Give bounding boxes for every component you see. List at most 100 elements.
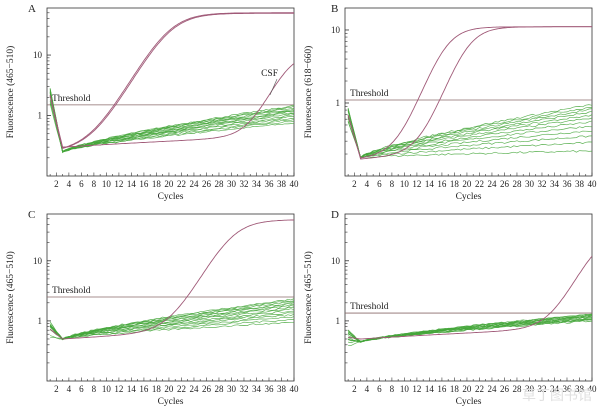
- threshold-label: Threshold: [52, 94, 91, 104]
- y-axis-title: Fluorescence (618−660): [303, 46, 314, 139]
- y-tick-label: 1: [336, 316, 341, 326]
- x-tick-label: 36: [264, 179, 274, 189]
- x-tick-label: 26: [500, 179, 510, 189]
- baseline-curve: [348, 313, 592, 344]
- x-tick-label: 8: [390, 384, 395, 394]
- series-group: [347, 255, 592, 346]
- x-tick-label: 2: [352, 179, 357, 189]
- x-tick-label: 4: [365, 179, 370, 189]
- x-tick-label: 30: [227, 384, 237, 394]
- x-tick-label: 40: [290, 384, 300, 394]
- x-tick-label: 32: [537, 179, 546, 189]
- x-tick-label: 24: [189, 179, 199, 189]
- panel-letter: A: [28, 3, 36, 15]
- y-tick-label: 1: [336, 98, 341, 108]
- amplified-curve: [49, 219, 294, 340]
- baseline-curve: [347, 111, 592, 159]
- x-tick-label: 40: [290, 179, 300, 189]
- x-tick-label: 18: [450, 179, 460, 189]
- x-tick-label: 6: [377, 179, 382, 189]
- x-tick-label: 22: [475, 179, 484, 189]
- panel-letter: D: [331, 209, 339, 221]
- x-tick-label: 26: [500, 384, 510, 394]
- x-tick-label: 38: [575, 179, 585, 189]
- baseline-curve: [347, 107, 592, 159]
- x-tick-label: 14: [127, 384, 137, 394]
- x-tick-label: 34: [550, 384, 560, 394]
- series-group: [347, 26, 592, 160]
- threshold-label: Threshold: [350, 302, 389, 312]
- x-axis-title: Cycles: [456, 397, 482, 407]
- x-tick-label: 16: [139, 384, 149, 394]
- x-tick-label: 24: [487, 179, 497, 189]
- x-tick-label: 20: [462, 384, 472, 394]
- y-axis-title: Fluorescence (465−510): [303, 251, 314, 344]
- amplified-curve: [49, 12, 294, 149]
- x-tick-label: 12: [114, 384, 123, 394]
- baseline-curve: [347, 318, 592, 343]
- baseline-curve: [49, 92, 294, 153]
- x-tick-label: 10: [102, 384, 112, 394]
- baseline-curve: [347, 110, 592, 159]
- y-axis-title: Fluorescence (465−510): [5, 251, 16, 344]
- baseline-curve: [347, 108, 592, 159]
- x-tick-label: 30: [227, 179, 237, 189]
- plot-frame: [46, 7, 295, 177]
- panel-letter: B: [331, 3, 338, 15]
- x-tick-label: 14: [425, 179, 435, 189]
- x-tick-label: 36: [562, 384, 572, 394]
- x-tick-label: 28: [214, 384, 224, 394]
- baseline-curve: [49, 91, 294, 153]
- y-tick-label: 10: [33, 256, 43, 266]
- annotation-label: CSF: [261, 69, 278, 79]
- watermark: 草丁图书馆: [522, 388, 592, 404]
- annotation-pointer: [269, 78, 278, 95]
- x-tick-label: 14: [127, 179, 137, 189]
- x-tick-label: 20: [164, 384, 174, 394]
- baseline-curve: [50, 302, 294, 341]
- x-tick-label: 4: [365, 384, 370, 394]
- x-tick-label: 2: [54, 384, 59, 394]
- y-tick-label: 10: [331, 256, 341, 266]
- series-group: [49, 219, 294, 341]
- x-tick-label: 20: [462, 179, 472, 189]
- x-tick-label: 38: [277, 384, 287, 394]
- x-tick-label: 34: [252, 179, 262, 189]
- x-tick-label: 28: [512, 384, 522, 394]
- baseline-curve: [347, 116, 592, 159]
- x-tick-label: 36: [562, 179, 572, 189]
- x-tick-label: 16: [437, 179, 447, 189]
- threshold-label: Threshold: [350, 89, 389, 99]
- x-tick-label: 38: [575, 384, 585, 394]
- baseline-curve: [49, 313, 294, 341]
- x-tick-label: 24: [487, 384, 497, 394]
- plot-frame: [344, 7, 593, 177]
- x-tick-label: 40: [588, 179, 598, 189]
- x-tick-label: 32: [239, 179, 248, 189]
- x-tick-label: 6: [377, 384, 382, 394]
- baseline-curve: [49, 99, 294, 152]
- plot-frame: [344, 213, 593, 382]
- baseline-curve: [347, 121, 592, 158]
- x-tick-label: 24: [189, 384, 199, 394]
- x-tick-label: 8: [92, 384, 97, 394]
- x-tick-label: 12: [114, 179, 123, 189]
- x-tick-label: 22: [177, 384, 186, 394]
- x-tick-label: 26: [202, 384, 212, 394]
- baseline-curve: [49, 301, 294, 341]
- x-tick-label: 14: [425, 384, 435, 394]
- x-tick-label: 30: [525, 179, 535, 189]
- baseline-curve: [347, 320, 592, 343]
- x-tick-label: 18: [152, 384, 162, 394]
- x-tick-label: 28: [214, 179, 224, 189]
- x-tick-label: 12: [412, 179, 421, 189]
- x-tick-label: 16: [437, 384, 447, 394]
- x-tick-label: 32: [537, 384, 546, 394]
- y-tick-label: 10: [331, 25, 341, 35]
- baseline-curve: [49, 298, 294, 339]
- series-group: [49, 12, 294, 154]
